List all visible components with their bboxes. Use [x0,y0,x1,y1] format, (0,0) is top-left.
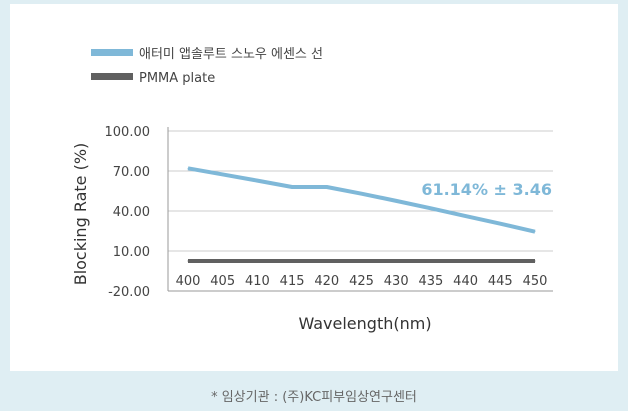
x-tick-label: 430 [384,274,409,289]
series-2-point [430,260,432,262]
series-1-point [430,207,432,209]
series-1-point [465,215,467,217]
x-tick-label: 425 [349,274,374,289]
y-tick-label: 40.00 [113,205,150,220]
series-1-point [499,223,501,225]
series-2-point [326,260,328,262]
series-1-point [395,200,397,202]
series-2-point [499,260,501,262]
y-tick-label: -20.00 [108,285,150,300]
x-tick-label: 435 [418,274,443,289]
legend-swatch-2 [91,73,133,80]
x-tick-label: 410 [245,274,270,289]
series-1-point [187,167,189,169]
chart-svg: 애터미 앱솔루트 스노우 에센스 선 PMMA plate 100.00 70.00 4… [71,47,553,333]
series-1-point [534,231,536,233]
series-1-point [256,180,258,182]
series-1-point [222,173,224,175]
series-2-point [395,260,397,262]
series-2-point [465,260,467,262]
x-tick-label: 450 [523,274,548,289]
series-2-point [222,260,224,262]
series-2-point [534,260,536,262]
series-line-1 [187,166,536,234]
x-tick-label: 420 [314,274,339,289]
x-tick-label: 400 [176,274,201,289]
y-tick-label: 70.00 [113,165,150,180]
series-2-point [256,260,258,262]
series-1-point [361,193,362,195]
chart-card: 애터미 앱솔루트 스노우 에센스 선 PMMA plate 100.00 70.00 4… [10,4,618,371]
x-axis-title: Wavelength(nm) [298,314,431,333]
series-2-point [187,260,189,262]
series-1-point [326,186,328,188]
x-tick-label: 440 [453,274,478,289]
series-1-point [291,186,293,188]
y-tick-label: 100.00 [105,125,151,140]
legend-label-2: PMMA plate [139,71,215,86]
series-2-point [291,260,293,262]
x-tick-label: 415 [280,274,305,289]
y-axis-title: Blocking Rate (%) [71,143,90,286]
x-tick-label: 445 [488,274,513,289]
legend-swatch-1 [91,49,133,56]
chart-annotation: 61.14% ± 3.46 [421,180,552,199]
y-tick-label: 10.00 [113,245,150,260]
x-tick-label: 405 [210,274,235,289]
footnote: * 임상기관 : (주)KC피부임상연구센터 [211,390,417,405]
legend-label-1: 애터미 앱솔루트 스노우 에센스 선 [139,47,323,62]
series-2-point [361,260,362,262]
